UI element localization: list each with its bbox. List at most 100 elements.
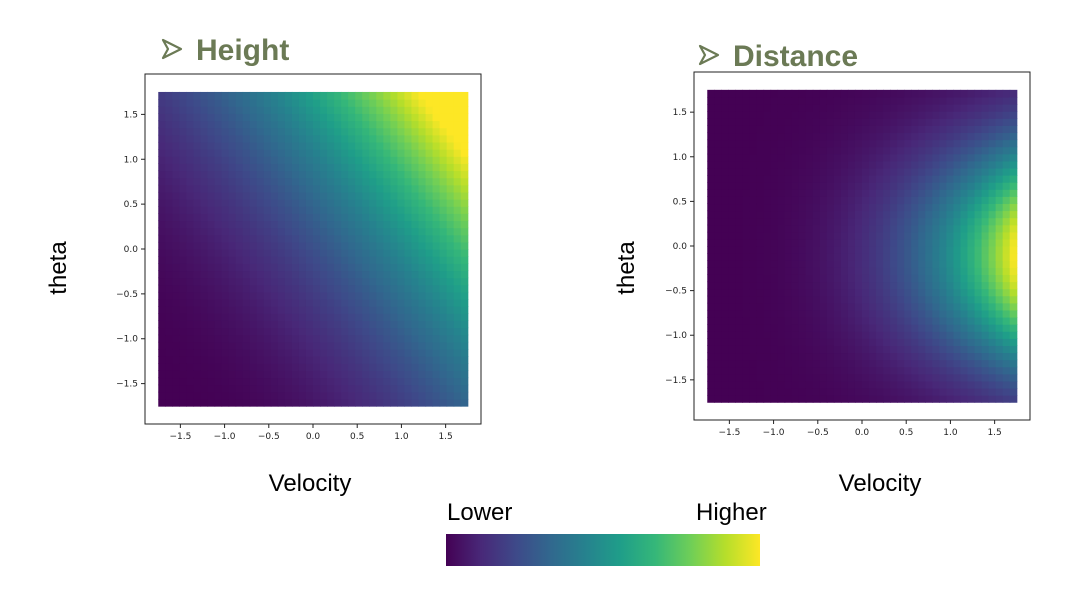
heatmap-cell xyxy=(791,331,800,339)
heatmap-cell xyxy=(883,224,891,233)
heatmap-cell xyxy=(812,380,821,389)
heatmap-cell xyxy=(763,125,772,134)
heatmap-cell xyxy=(305,263,314,272)
heatmap-cell xyxy=(721,288,729,297)
heatmap-cells xyxy=(158,91,469,407)
heatmap-cell xyxy=(854,153,863,162)
heatmap-cell xyxy=(784,380,793,389)
heatmap-cell xyxy=(932,345,940,354)
heatmap-cell xyxy=(158,298,166,307)
heatmap-cell xyxy=(446,127,455,136)
heatmap-cell xyxy=(714,189,722,197)
heatmap-cell xyxy=(862,146,870,155)
heatmap-cell xyxy=(890,267,898,275)
heatmap-cell xyxy=(334,398,342,407)
heatmap-cell xyxy=(207,241,216,250)
heatmap-cell xyxy=(158,277,166,286)
heatmap-cell xyxy=(397,370,406,379)
heatmap-cell xyxy=(418,134,427,143)
heatmap-cell xyxy=(897,111,905,119)
heatmap-cell xyxy=(305,327,314,336)
heatmap-cell xyxy=(425,213,434,222)
heatmap-cell xyxy=(988,387,997,396)
heatmap-cell xyxy=(847,253,856,261)
heatmap-cell xyxy=(418,270,427,279)
heatmap-cell xyxy=(404,284,413,293)
heatmap-cell xyxy=(425,199,434,207)
heatmap-cell xyxy=(256,120,265,129)
heatmap-cell xyxy=(432,156,441,164)
heatmap-cell xyxy=(798,139,807,148)
heatmap-cell xyxy=(270,256,279,264)
heatmap-cell xyxy=(939,253,948,261)
heatmap-cell xyxy=(763,118,772,126)
heatmap-cell xyxy=(904,217,912,226)
heatmap-cell xyxy=(981,295,990,304)
heatmap-cell xyxy=(305,134,314,143)
heatmap-cell xyxy=(897,309,905,318)
heatmap-cell xyxy=(186,199,195,207)
heatmap-cell xyxy=(228,91,237,100)
heatmap-cell xyxy=(383,391,391,400)
heatmap-cell xyxy=(291,363,300,371)
heatmap-cell xyxy=(228,199,237,207)
heatmap-cell xyxy=(862,253,870,261)
heatmap-cell xyxy=(805,146,814,155)
heatmap-cell xyxy=(1002,302,1011,311)
heatmap-cell xyxy=(932,224,940,233)
heatmap-cell xyxy=(376,370,384,379)
heatmap-cell xyxy=(341,256,349,264)
heatmap-cell xyxy=(432,149,441,157)
heatmap-cell xyxy=(369,120,377,129)
heatmap-cell xyxy=(819,295,828,304)
heatmap-cell xyxy=(256,106,265,114)
heatmap-cell xyxy=(770,387,779,396)
heatmap-cell xyxy=(446,120,455,129)
heatmap-cell xyxy=(235,206,244,214)
heatmap-cell xyxy=(988,132,997,141)
heatmap-cell xyxy=(158,141,166,150)
heatmap-cell xyxy=(327,320,335,329)
heatmap-cell xyxy=(313,156,321,164)
heatmap-cell xyxy=(277,348,286,357)
heatmap-cell xyxy=(756,196,765,205)
heatmap-cell xyxy=(988,217,997,226)
heatmap-cell xyxy=(897,196,905,205)
heatmap-cell xyxy=(369,170,377,179)
heatmap-cell xyxy=(383,213,391,222)
heatmap-cell xyxy=(988,246,997,254)
heatmap-cell xyxy=(1002,267,1011,275)
heatmap-cell xyxy=(193,313,202,321)
heatmap-cell xyxy=(214,284,223,293)
heatmap-cell xyxy=(411,270,420,279)
heatmap-cell xyxy=(939,316,948,325)
heatmap-cell xyxy=(953,231,962,240)
heatmap-cell xyxy=(158,91,166,100)
heatmap-cell xyxy=(826,175,835,183)
height-title: Height xyxy=(160,36,289,66)
heatmap-cell xyxy=(925,274,933,283)
heatmap-cell xyxy=(749,352,758,361)
heatmap-cell xyxy=(960,366,969,375)
heatmap-cell xyxy=(228,277,237,286)
heatmap-cell xyxy=(418,156,427,164)
heatmap-cell xyxy=(812,182,821,190)
heatmap-cell xyxy=(925,96,933,105)
heatmap-cell xyxy=(404,384,413,393)
heatmap-cell xyxy=(270,270,279,279)
heatmap-cell xyxy=(376,306,384,314)
heatmap-cell xyxy=(707,373,715,382)
heatmap-cell xyxy=(988,189,997,197)
heatmap-cell xyxy=(383,156,391,164)
heatmap-cell xyxy=(826,246,835,254)
heatmap-cell xyxy=(320,363,328,371)
heatmap-cell xyxy=(840,89,849,98)
heatmap-cell xyxy=(165,227,173,236)
heatmap-cell xyxy=(833,281,842,290)
heatmap-cell xyxy=(298,320,307,329)
heatmap-cell xyxy=(242,334,251,343)
heatmap-cell xyxy=(453,249,462,257)
heatmap-cell xyxy=(826,146,835,155)
heatmap-cell xyxy=(890,373,898,382)
heatmap-cell xyxy=(390,370,399,379)
